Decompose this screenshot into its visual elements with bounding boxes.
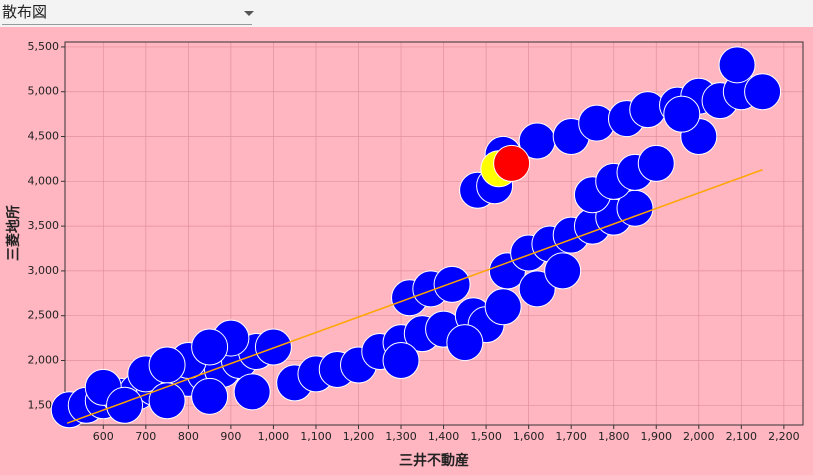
scatter-point xyxy=(191,377,229,415)
scatter-point xyxy=(446,324,484,362)
scatter-point xyxy=(433,265,471,303)
x-tick-label: 2,200 xyxy=(768,430,800,443)
scatter-point xyxy=(518,270,556,308)
plot-frame xyxy=(64,41,804,426)
scatter-point xyxy=(718,46,756,84)
selector-value: 散布図 xyxy=(2,3,48,21)
scatter-point xyxy=(484,288,522,326)
x-tick-label: 600 xyxy=(93,430,114,443)
scatter-point xyxy=(106,386,144,424)
x-tick-label: 1,700 xyxy=(555,430,587,443)
scatter-point xyxy=(148,346,186,384)
scatter-point xyxy=(382,341,420,379)
x-tick-label: 1,600 xyxy=(513,430,545,443)
scatter-point xyxy=(544,252,582,290)
scatter-point xyxy=(744,73,782,111)
scatter-point xyxy=(663,95,701,133)
scatter-point xyxy=(254,328,292,366)
scatter-point xyxy=(148,382,186,420)
y-tick-label: 2,500 xyxy=(28,309,60,322)
chart-selector[interactable]: 散布図 xyxy=(2,2,254,25)
y-tick-label: 5,500 xyxy=(28,40,60,53)
x-tick-label: 2,000 xyxy=(683,430,715,443)
y-tick-label: 3,000 xyxy=(28,264,60,277)
dropdown-arrow xyxy=(244,11,254,16)
x-tick-label: 700 xyxy=(135,430,156,443)
x-tick-label: 1,200 xyxy=(343,430,375,443)
x-tick-label: 1,500 xyxy=(470,430,502,443)
x-tick-label: 1,300 xyxy=(385,430,417,443)
scatter-point xyxy=(493,144,531,182)
x-tick-label: 2,100 xyxy=(726,430,758,443)
toolbar: 散布図 xyxy=(0,0,813,27)
scatter-point xyxy=(637,144,675,182)
y-tick-label: 3,500 xyxy=(28,219,60,232)
x-tick-label: 1,400 xyxy=(428,430,460,443)
scatter-point xyxy=(191,328,229,366)
x-tick-label: 1,800 xyxy=(598,430,630,443)
y-tick-label: 5,000 xyxy=(28,85,60,98)
y-tick-label: 4,500 xyxy=(28,130,60,143)
scatter-point xyxy=(233,373,271,411)
y-tick-label: 4,000 xyxy=(28,174,60,187)
x-tick-label: 900 xyxy=(220,430,241,443)
x-tick-label: 800 xyxy=(178,430,199,443)
x-tick-label: 1,000 xyxy=(258,430,290,443)
x-axis-title: 三井不動産 xyxy=(399,452,469,469)
y-axis-title: 三菱地所 xyxy=(5,205,22,261)
trend-line xyxy=(66,168,763,424)
x-tick-label: 1,900 xyxy=(641,430,673,443)
y-tick-label: 2,000 xyxy=(28,353,60,366)
x-tick-label: 1,100 xyxy=(300,430,332,443)
chart: 三井不動産 三菱地所 600 700 800 900 1,000 1,100 1,200 1,… xyxy=(0,27,813,475)
